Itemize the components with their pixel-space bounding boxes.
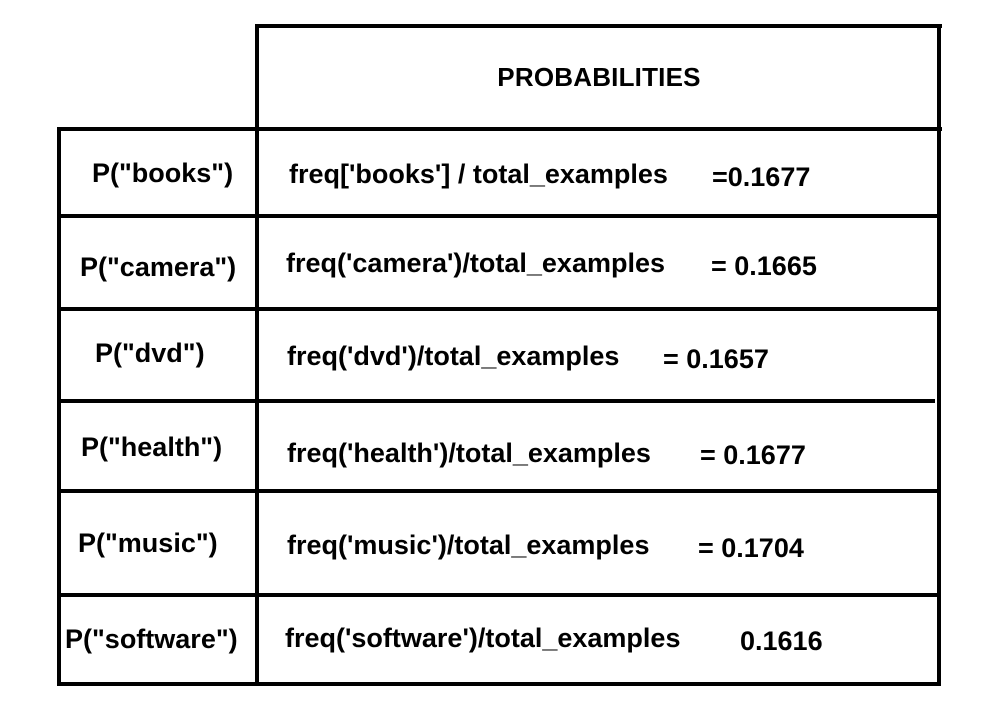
table-border-bottom bbox=[57, 682, 941, 686]
row-value-health: = 0.1677 bbox=[700, 440, 806, 470]
table-border-row-6-top bbox=[57, 593, 941, 597]
row-label-dvd: P("dvd") bbox=[95, 338, 205, 368]
row-formula-music: freq('music')/total_examples bbox=[287, 530, 650, 560]
table-border-right bbox=[937, 24, 941, 686]
row-label-software: P("software") bbox=[65, 624, 238, 654]
table-border-row-1-top bbox=[57, 127, 942, 131]
table-border-row-3-top bbox=[57, 307, 939, 311]
row-formula-camera: freq('camera')/total_examples bbox=[286, 248, 666, 278]
row-formula-software: freq('software')/total_examples bbox=[285, 623, 681, 653]
row-value-software: 0.1616 bbox=[740, 626, 823, 656]
table-border-row-5-top bbox=[57, 489, 937, 493]
table-border-left bbox=[57, 127, 61, 686]
table-header-probabilities: PROBABILITIES bbox=[497, 62, 701, 92]
row-formula-health: freq('health')/total_examples bbox=[287, 438, 651, 468]
row-formula-dvd: freq('dvd')/total_examples bbox=[287, 341, 620, 371]
row-value-camera: = 0.1665 bbox=[711, 251, 817, 281]
table-border-header-top bbox=[255, 24, 942, 28]
row-value-dvd: = 0.1657 bbox=[663, 344, 769, 374]
row-value-music: = 0.1704 bbox=[698, 533, 804, 563]
row-value-books: =0.1677 bbox=[712, 162, 811, 192]
table-border-column-divider bbox=[255, 24, 259, 686]
row-label-music: P("music") bbox=[78, 528, 218, 558]
row-label-health: P("health") bbox=[81, 432, 223, 462]
row-label-books: P("books") bbox=[92, 158, 234, 188]
table-border-row-4-top bbox=[57, 399, 935, 403]
row-formula-books: freq['books'] / total_examples bbox=[289, 159, 668, 189]
row-label-camera: P("camera") bbox=[80, 252, 237, 282]
table-border-row-2-top bbox=[57, 214, 940, 218]
